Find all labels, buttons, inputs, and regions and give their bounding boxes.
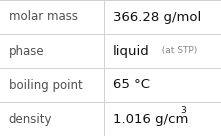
Text: liquid: liquid [113, 44, 149, 58]
Text: 1.016 g/cm: 1.016 g/cm [113, 112, 188, 126]
Text: (at STP): (at STP) [156, 47, 197, 55]
Text: 3: 3 [180, 106, 186, 115]
Text: molar mass: molar mass [9, 10, 78, 24]
Text: 366.28 g/mol: 366.28 g/mol [113, 10, 201, 24]
Text: phase: phase [9, 44, 44, 58]
Text: density: density [9, 112, 52, 126]
Text: boiling point: boiling point [9, 78, 83, 92]
Text: 65 °C: 65 °C [113, 78, 150, 92]
